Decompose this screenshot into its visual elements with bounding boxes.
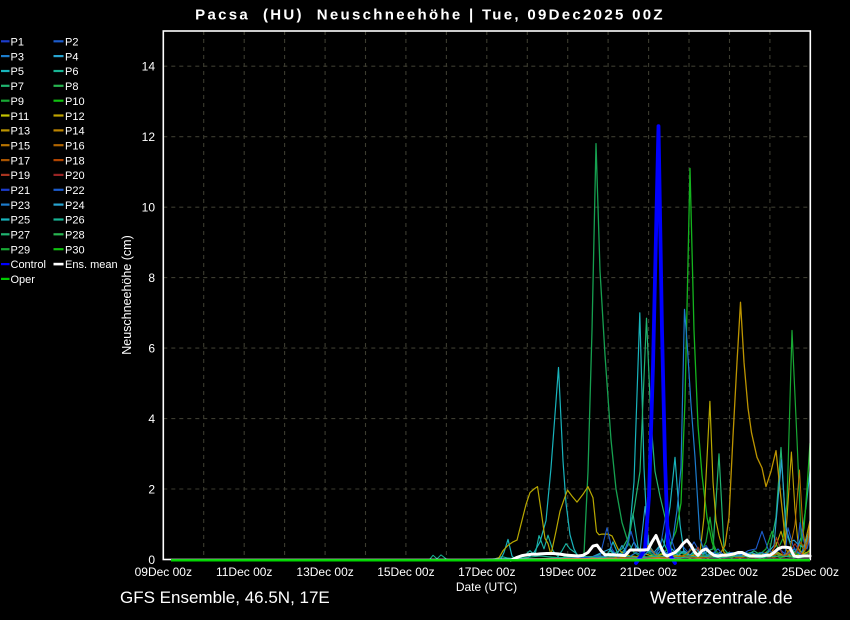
svg-text:P12: P12 xyxy=(65,111,85,123)
svg-text:0: 0 xyxy=(148,553,155,567)
svg-text:P28: P28 xyxy=(65,230,85,242)
svg-text:P14: P14 xyxy=(65,126,85,138)
svg-text:10: 10 xyxy=(142,201,156,215)
svg-text:P17: P17 xyxy=(11,155,31,167)
svg-text:21Dec 00z: 21Dec 00z xyxy=(620,565,677,579)
svg-text:Ens. mean: Ens. mean xyxy=(65,259,118,271)
svg-text:P21: P21 xyxy=(11,185,31,197)
svg-text:Control: Control xyxy=(11,259,46,271)
svg-text:P6: P6 xyxy=(65,66,78,78)
svg-text:P25: P25 xyxy=(11,215,31,227)
svg-text:GFS Ensemble, 46.5N, 17E: GFS Ensemble, 46.5N, 17E xyxy=(120,588,330,607)
svg-text:P29: P29 xyxy=(11,244,31,256)
svg-text:P9: P9 xyxy=(11,96,24,108)
svg-text:P10: P10 xyxy=(65,96,85,108)
svg-text:11Dec 00z: 11Dec 00z xyxy=(216,565,272,579)
svg-text:2: 2 xyxy=(148,482,155,496)
svg-text:P5: P5 xyxy=(11,66,24,78)
svg-text:P27: P27 xyxy=(11,230,31,242)
svg-text:P16: P16 xyxy=(65,140,85,152)
svg-text:Wetterzentrale.de: Wetterzentrale.de xyxy=(650,588,793,608)
svg-text:P26: P26 xyxy=(65,215,85,227)
svg-text:P2: P2 xyxy=(65,37,78,49)
svg-text:15Dec 00z: 15Dec 00z xyxy=(377,565,434,579)
svg-text:P7: P7 xyxy=(11,81,24,93)
svg-text:17Dec 00z: 17Dec 00z xyxy=(458,565,515,579)
svg-text:P18: P18 xyxy=(65,155,85,167)
svg-text:P23: P23 xyxy=(11,200,31,212)
svg-text:P11: P11 xyxy=(11,111,30,123)
svg-text:Date (UTC): Date (UTC) xyxy=(456,580,517,594)
svg-text:P13: P13 xyxy=(11,126,31,138)
svg-text:P20: P20 xyxy=(65,170,85,182)
svg-text:25Dec 00z: 25Dec 00z xyxy=(782,565,839,579)
svg-text:P22: P22 xyxy=(65,185,85,197)
svg-text:12: 12 xyxy=(142,130,156,144)
svg-text:4: 4 xyxy=(148,412,155,426)
svg-text:19Dec 00z: 19Dec 00z xyxy=(539,565,596,579)
svg-text:Oper: Oper xyxy=(11,274,36,286)
svg-text:P3: P3 xyxy=(11,51,24,63)
svg-text:P19: P19 xyxy=(11,170,31,182)
svg-text:23Dec 00z: 23Dec 00z xyxy=(701,565,758,579)
svg-text:14: 14 xyxy=(142,60,156,74)
svg-text:P15: P15 xyxy=(11,140,31,152)
svg-text:6: 6 xyxy=(148,341,155,355)
svg-text:13Dec 00z: 13Dec 00z xyxy=(296,565,353,579)
svg-text:Neuschneehöhe (cm): Neuschneehöhe (cm) xyxy=(120,235,134,355)
svg-text:P4: P4 xyxy=(65,51,78,63)
svg-text:P1: P1 xyxy=(11,37,24,49)
svg-text:8: 8 xyxy=(148,271,155,285)
svg-text:P30: P30 xyxy=(65,244,85,256)
svg-text:P24: P24 xyxy=(65,200,85,212)
svg-text:Pacsa (HU) Neuschneehöhe | T: Pacsa (HU) Neuschneehöhe | Tue, 09Dec202… xyxy=(195,7,665,24)
svg-text:09Dec 00z: 09Dec 00z xyxy=(135,565,192,579)
svg-text:P8: P8 xyxy=(65,81,78,93)
